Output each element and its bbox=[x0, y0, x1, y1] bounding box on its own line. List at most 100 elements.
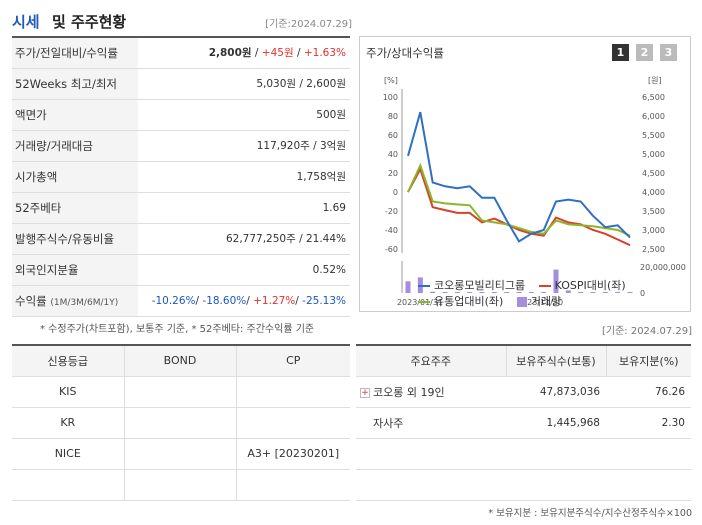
legend-label: KOSPI대비(좌) bbox=[554, 279, 626, 292]
left-tick-label: 20 bbox=[388, 169, 398, 178]
right-tick-label: 4,500 bbox=[642, 169, 665, 178]
credit-rating-table: 신용등급 BOND CP KIS KR NICE A3+ [20230201] bbox=[12, 344, 350, 501]
stat-value: 5,030원 / 2,600원 bbox=[256, 78, 346, 90]
volume-bar bbox=[430, 291, 436, 293]
return-6m: +1.27% bbox=[253, 295, 296, 307]
series-line-s2 bbox=[407, 166, 631, 247]
stat-row-returns: 수익률 (1M/3M/6M/1Y) -10.26%/ -18.60%/ +1.2… bbox=[12, 286, 350, 317]
shares-cell: 47,873,036 bbox=[506, 376, 606, 408]
agency-cell: KIS bbox=[12, 376, 125, 408]
volume-bar bbox=[553, 269, 559, 293]
chart-title: 주가/상대수익률 bbox=[366, 46, 444, 60]
section-header: 시세 및 주주현황 [기준:2024.07.29] bbox=[12, 8, 352, 36]
volume-bar bbox=[442, 292, 448, 293]
section-title-accent: 시세 bbox=[12, 13, 40, 31]
volume-bar bbox=[541, 292, 547, 293]
right-tick-label: 5,500 bbox=[642, 131, 665, 140]
shares-cell: 1,445,968 bbox=[506, 407, 606, 439]
left-tick-label: 40 bbox=[388, 150, 398, 159]
col-header: 보유주식수(보통) bbox=[506, 346, 607, 377]
return-1y: -25.13% bbox=[302, 295, 346, 307]
volume-bar bbox=[615, 292, 621, 293]
right-tick-label: 2,500 bbox=[642, 245, 665, 254]
section-title: 및 주주현황 bbox=[52, 13, 127, 31]
bond-cell bbox=[124, 407, 237, 439]
left-tick-label: 60 bbox=[388, 131, 398, 140]
left-tick-label: -60 bbox=[385, 245, 398, 254]
separator: / bbox=[195, 295, 203, 307]
volume-tick-label: 0 bbox=[640, 289, 645, 298]
expand-icon[interactable]: + bbox=[360, 387, 370, 398]
volume-bar bbox=[590, 292, 596, 293]
stat-row-52weeks: 52Weeks 최고/최저 5,030원 / 2,600원 bbox=[12, 69, 350, 100]
agency-cell bbox=[12, 469, 125, 501]
price-change: +45원 bbox=[261, 47, 294, 59]
reference-date-2: [기준: 2024.07.29] bbox=[601, 326, 692, 337]
cp-cell bbox=[236, 469, 350, 501]
stat-label: 액면가 bbox=[12, 100, 138, 130]
left-tick-label: 0 bbox=[393, 188, 398, 197]
separator: / bbox=[246, 295, 254, 307]
bond-cell bbox=[124, 376, 237, 408]
stat-value: 2,800원 / +45원 / +1.63% bbox=[209, 38, 346, 68]
chart-period-button-1[interactable]: 1 bbox=[612, 44, 629, 61]
stat-label: 외국인지분율 bbox=[12, 255, 138, 285]
stat-row-beta: 52주베타 1.69 bbox=[12, 193, 350, 224]
shareholder-name[interactable]: 코오롱 외 19인 bbox=[373, 385, 445, 399]
stat-value: 500원 bbox=[316, 109, 346, 121]
stat-row-par-value: 액면가 500원 bbox=[12, 100, 350, 131]
chart-period-button-2[interactable]: 2 bbox=[636, 44, 653, 61]
col-header: 보유지분(%) bbox=[606, 346, 691, 377]
volume-bar bbox=[516, 292, 522, 293]
cp-cell bbox=[236, 376, 350, 408]
stat-row-market-cap: 시가총액 1,758억원 bbox=[12, 162, 350, 193]
stat-label: 발행주식수/유동비율 bbox=[12, 224, 138, 254]
return-1m: -10.26% bbox=[151, 295, 196, 307]
price-stats-table: 주가/전일대비/수익률 2,800원 / +45원 / +1.63% 52Wee… bbox=[12, 36, 350, 317]
stat-row-foreign: 외국인지분율 0.52% bbox=[12, 255, 350, 286]
legend-row-1: 코오롱모빌리티그룹 KOSPI대비(좌) bbox=[418, 277, 626, 293]
volume-bar bbox=[565, 290, 571, 293]
agency-cell: KR bbox=[12, 407, 125, 439]
stat-label: 주가/전일대비/수익률 bbox=[12, 38, 138, 68]
table-row bbox=[356, 438, 691, 470]
volume-bar bbox=[454, 292, 460, 293]
left-tick-label: 80 bbox=[388, 112, 398, 121]
legend-swatch bbox=[516, 297, 527, 307]
volume-bar bbox=[528, 292, 534, 293]
legend-label: 거래량 bbox=[530, 295, 562, 308]
stat-value: 0.52% bbox=[312, 264, 346, 276]
volume-bar bbox=[405, 281, 411, 293]
agency-cell: NICE bbox=[12, 438, 125, 470]
col-header: 신용등급 bbox=[12, 346, 125, 377]
series-line-s3 bbox=[407, 162, 631, 237]
stat-value: 62,777,250주 / 21.44% bbox=[225, 233, 346, 245]
volume-tick-label: 20,000,000 bbox=[640, 263, 686, 272]
volume-bar bbox=[578, 292, 584, 293]
chart-period-button-3[interactable]: 3 bbox=[660, 44, 677, 61]
table-row: NICE A3+ [20230201] bbox=[12, 438, 350, 470]
legend-swatch bbox=[418, 301, 430, 303]
separator: / bbox=[251, 47, 262, 59]
cp-cell bbox=[236, 407, 350, 439]
table-row: KIS bbox=[12, 376, 350, 408]
table-row bbox=[12, 469, 350, 501]
stock-chart: [%] [원] 100 80 60 40 20 0 -20 -40 -60 6,500 6,000 5,5… bbox=[383, 76, 686, 307]
separator: / bbox=[295, 295, 303, 307]
shareholder-name-cell: 자사주 bbox=[356, 407, 506, 439]
stat-value: 1,758억원 bbox=[296, 171, 346, 183]
pct-cell: 2.30 bbox=[606, 407, 691, 439]
legend-row-2: 유통업대비(좌) 거래량 bbox=[418, 293, 561, 309]
col-header: 주요주주 bbox=[356, 346, 507, 377]
price-value: 2,800원 bbox=[208, 47, 252, 59]
stat-label: 52Weeks 최고/최저 bbox=[12, 69, 138, 99]
stat-label: 거래량/거래대금 bbox=[12, 131, 138, 161]
volume-bar bbox=[627, 292, 633, 293]
legend-swatch bbox=[538, 285, 551, 287]
col-header: CP bbox=[236, 346, 350, 377]
legend-label: 코오롱모빌리티그룹 bbox=[434, 279, 526, 292]
legend-label: 유통업대비(좌) bbox=[434, 295, 504, 308]
pct-cell: 76.26 bbox=[606, 376, 691, 408]
bond-cell bbox=[124, 438, 237, 470]
return-3m: -18.60% bbox=[202, 295, 247, 307]
